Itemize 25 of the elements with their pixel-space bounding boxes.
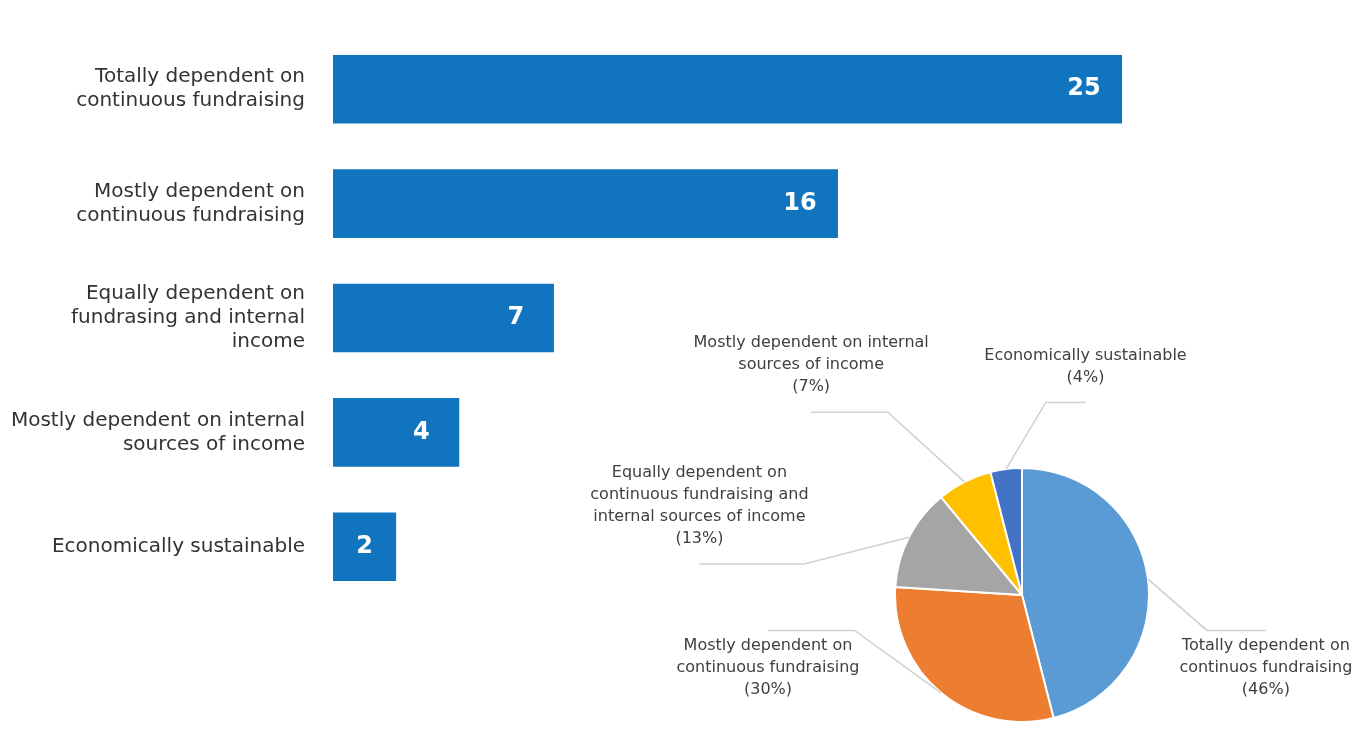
- slice-label: Totally dependent on continuos fundraising: [1179, 634, 1353, 676]
- y-tick-label: Mostly dependent on continuous fundraising: [76, 177, 305, 226]
- y-tick-label: Mostly dependent on internal sources of income: [10, 406, 305, 455]
- data-label: 16: [783, 187, 817, 216]
- y-tick-label: Equally dependent on fundrasing and internal income: [71, 280, 305, 353]
- bar: [333, 54, 1122, 124]
- data-label: 25: [1067, 73, 1101, 102]
- bar: [333, 512, 397, 582]
- slice-label: Mostly dependent on internal sources of income: [693, 332, 929, 374]
- data-label: 4: [412, 416, 430, 445]
- y-tick-label: Economically sustainable: [51, 533, 305, 557]
- slice-label: Mostly dependent on continuous fundraising: [676, 634, 860, 676]
- data-label: (4%): [1066, 366, 1105, 386]
- bar: [333, 283, 554, 353]
- bar: [333, 398, 460, 467]
- data-label: 7: [507, 302, 525, 331]
- data-label: (30%): [743, 678, 793, 698]
- data-label: 2: [356, 531, 373, 560]
- y-tick-label: Totally dependent on continuous fundraising: [76, 63, 305, 112]
- data-label: (7%): [792, 376, 831, 396]
- data-label: (13%): [675, 528, 724, 548]
- bar: [333, 169, 838, 238]
- slice-label: Economically sustainable: [984, 344, 1187, 364]
- data-label: (46%): [1241, 678, 1290, 698]
- slice-label: Equally dependent on continuous fundraising and internal sources of income: [590, 462, 809, 526]
